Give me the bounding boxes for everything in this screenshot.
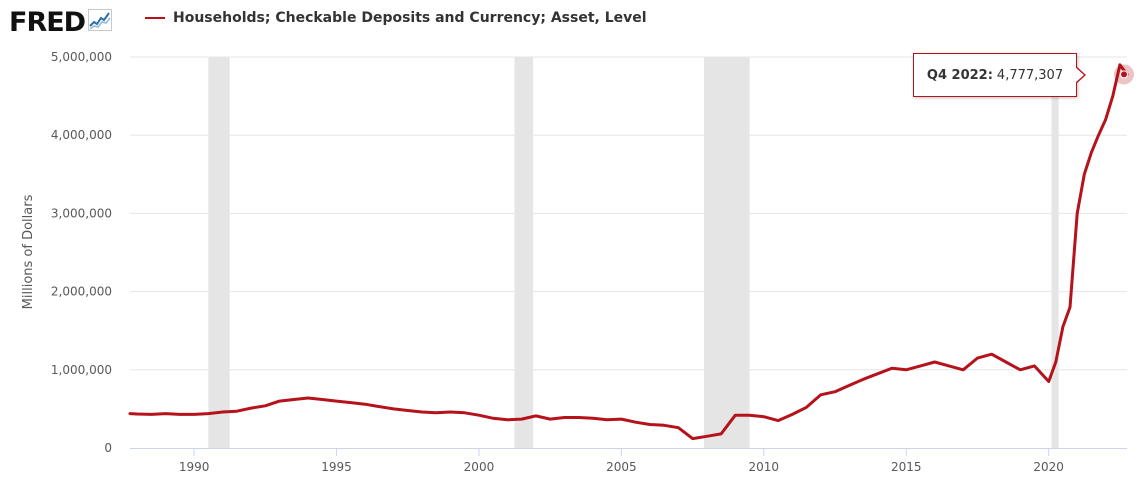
fred-logo[interactable]: FRED	[9, 6, 113, 38]
recession-bands	[208, 57, 1059, 448]
y-tick-label-1: 1,000,000	[51, 363, 112, 377]
highlight-point[interactable]	[1120, 70, 1128, 79]
series-line-0[interactable]	[128, 63, 1129, 441]
recession-band-3	[1051, 57, 1059, 448]
x-tick-label-0: 1990	[179, 460, 210, 474]
gridlines	[130, 56, 1127, 371]
recession-band-2	[703, 57, 750, 448]
y-tick-label-2: 2,000,000	[51, 285, 112, 299]
tooltip-arrow-inner	[1075, 67, 1084, 83]
x-tick-label-2: 2000	[464, 460, 495, 474]
logo-text: FRED	[9, 6, 86, 38]
x-tick-label-3: 2005	[606, 460, 637, 474]
chart-legend[interactable]: Households; Checkable Deposits and Curre…	[145, 10, 647, 26]
chart-header: FRED Households; Checkable Deposits and …	[0, 0, 1142, 44]
x-tick-label-6: 2020	[1033, 460, 1064, 474]
tooltip-value: 4,777,307	[996, 67, 1064, 83]
fred-sparkline-icon	[88, 8, 113, 36]
y-tick-label-5: 5,000,000	[51, 50, 112, 64]
axes: 0 1,000,000 2,000,000 3,000,000 4,000,000 5,0…	[51, 50, 1127, 474]
x-tick-label-5: 2015	[891, 460, 922, 474]
recession-band-1	[514, 57, 534, 448]
y-axis-title: Millions of Dollars	[21, 194, 36, 309]
data-tooltip: Q4 2022: 4,777,307	[913, 53, 1077, 97]
legend-swatch	[145, 17, 165, 19]
y-tick-label-0: 0	[104, 441, 112, 455]
x-tick-label-1: 1995	[321, 460, 352, 474]
x-tick-label-4: 2010	[749, 460, 780, 474]
legend-label: Households; Checkable Deposits and Curre…	[173, 10, 647, 26]
series-layer	[128, 63, 1134, 441]
recession-band-0	[208, 57, 230, 448]
y-tick-label-3: 3,000,000	[51, 206, 112, 220]
tooltip-period: Q4 2022:	[926, 67, 993, 83]
y-tick-label-4: 4,000,000	[51, 128, 112, 142]
